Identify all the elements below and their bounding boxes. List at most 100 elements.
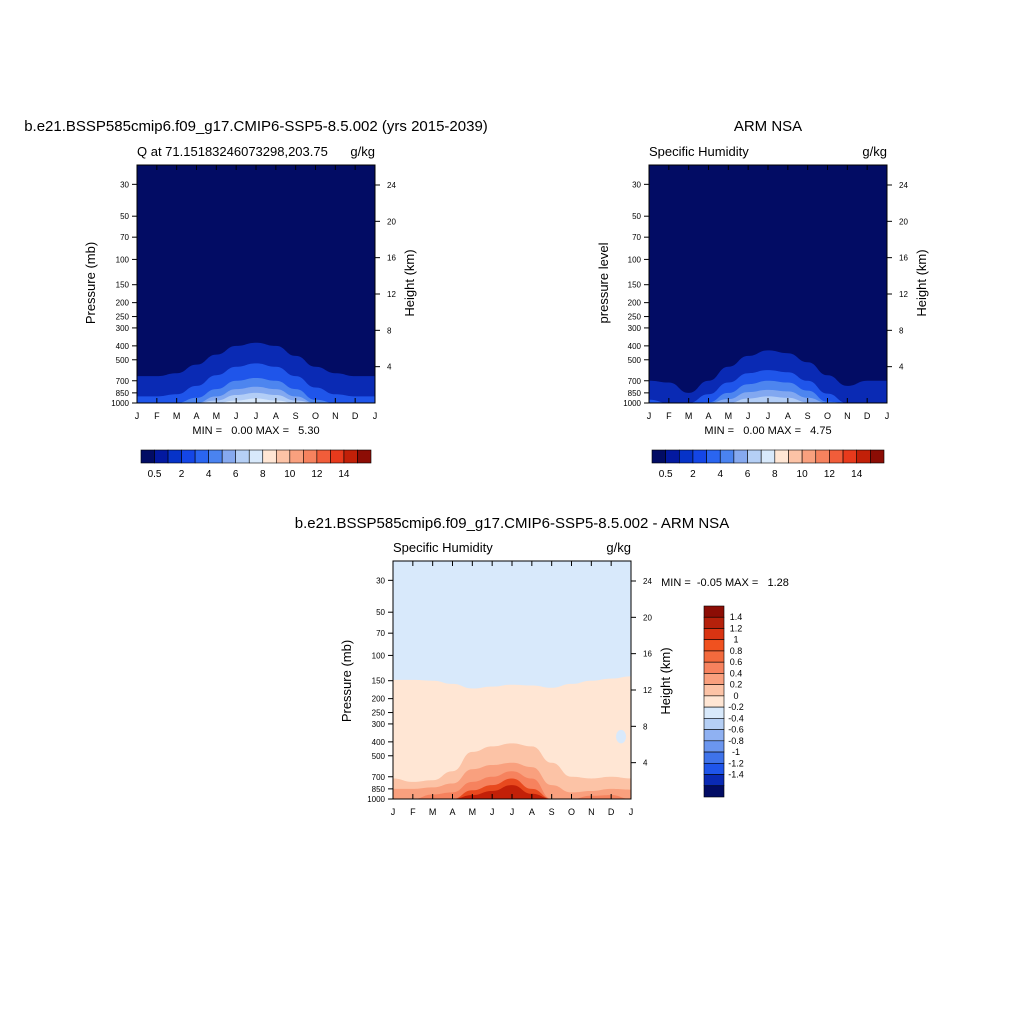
cbar-obs-swatch-3 [692,449,707,464]
plot-model-contour-band-4 [137,392,375,403]
cbar-model-swatch-10 [275,449,291,464]
cbar-diff-swatch-9 [703,706,725,719]
cbar-obs-swatch-0 [651,449,666,464]
panel-model-ylabel: Pressure (mb) [83,242,98,324]
cbar-model-swatch-1 [154,449,169,464]
cbar-model-label-2: 4 [206,469,212,480]
cbar-diff-swatch-10 [703,718,725,730]
plot-obs-xtick-label-4: M [725,411,733,421]
plot-model-ytick-right-label-1: 8 [387,326,392,335]
plot-model-ytick-right-label-0: 4 [387,363,392,372]
cbar-model-swatch-3 [181,449,196,464]
plot-obs-xtick-label-9: O [824,411,831,421]
cbar-diff-swatch-5 [703,661,725,674]
plot-diff-ytick-label-4: 150 [372,677,386,686]
cbar-diff-label-7: 0 [733,691,738,701]
plot-obs-ytick-label-7: 300 [628,324,642,333]
plot-diff-ytick-label-2: 70 [376,629,385,638]
plot-obs-xtick-label-10: N [844,411,851,421]
panel-diff-ylabel-right: Height (km) [658,647,673,714]
plot-diff-ytick-right-label-5: 24 [643,577,652,586]
plot-diff-ytick-label-1: 50 [376,608,385,617]
plot-model-xtick-label-6: J [254,411,259,421]
panel-diff-stats: MIN = -0.05 MAX = 1.28 [661,577,789,589]
cbar-model-label-3: 6 [233,469,239,480]
cbar-model-label-4: 8 [260,469,266,480]
cbar-obs-label-1: 2 [690,469,696,480]
panel-model-right-label: g/kg [350,144,375,159]
plot-obs-xtick-label-0: J [647,411,652,421]
plot-model-ytick-label-9: 500 [116,356,130,365]
plot-diff-contour-band-5 [393,785,631,799]
plot-obs-ytick-label-1: 50 [632,212,641,221]
plot-obs-ytick-label-9: 500 [628,356,642,365]
plot-diff-ytick-label-0: 30 [376,576,385,585]
plot-model-ytick-label-7: 300 [116,324,130,333]
plot-model-ytick-label-10: 700 [116,377,130,386]
plot-diff-ytick-label-11: 850 [372,785,386,794]
plot-model-ytick-label-4: 150 [116,281,130,290]
plot-model-ytick-label-6: 250 [116,313,130,322]
plot-obs-ytick-label-12: 1000 [623,399,641,408]
cbar-obs-label-7: 14 [851,469,863,480]
cbar-diff-label-8: -0.2 [728,702,744,712]
plot-model-xtick-label-9: O [312,411,319,421]
cbar-diff-label-6: 0.2 [730,680,743,690]
cbar-obs-label-0: 0.5 [659,469,673,480]
plot-diff-ytick-label-6: 250 [372,709,386,718]
plot-diff-contour-band-0 [393,676,631,799]
plot-model-xtick-label-1: F [154,411,160,421]
colorbar-model: 0.5 2 4 6 8 10 12 14 [140,449,372,480]
plot-obs-ytick-label-5: 200 [628,299,642,308]
plot-obs-xtick-label-6: J [766,411,771,421]
plot-diff-ytick-right-label-4: 20 [643,613,652,622]
plot-obs-ytick-label-0: 30 [632,180,641,189]
plot-diff-xtick-label-3: A [449,807,455,817]
plot-model-ytick-right-label-5: 24 [387,181,396,190]
cbar-model-label-1: 2 [179,469,185,480]
plot-obs-ytick-label-3: 100 [628,255,642,264]
plot-model-xtick-label-0: J [135,411,140,421]
cbar-model-swatch-6 [221,449,237,464]
cbar-diff-label-9: -0.4 [728,713,744,723]
plot-obs-ytick-label-2: 70 [632,233,641,242]
plot-model-ytick-label-3: 100 [116,255,130,264]
plot-diff: J F M A M J J A S O N D J 30 50 70 100 150 200 250 300 400 500… [367,560,652,817]
plot-model-ytick-label-11: 850 [116,389,130,398]
cbar-diff-swatch-4 [703,650,725,663]
plot-model-ytick-right-label-2: 12 [387,290,396,299]
plot-diff-xtick-label-11: D [608,807,615,817]
colorbar-diff: 1.41.210.80.60.40.20-0.2-0.4-0.6-0.8-1-1… [703,605,744,798]
plot-model-ytick-label-12: 1000 [111,399,129,408]
plot-model-xtick-label-12: J [373,411,378,421]
plot-obs-xtick-label-2: M [685,411,693,421]
plot-diff-xtick-label-1: F [410,807,416,817]
cbar-obs-swatch-2 [678,449,694,464]
plot-diff-ytick-label-3: 100 [372,651,386,660]
cbar-model-swatch-5 [208,449,223,464]
cbar-diff-swatch-8 [703,695,725,708]
plot-model-xtick-label-10: N [332,411,339,421]
cbar-obs-swatch-9 [774,449,789,464]
cbar-model-label-6: 12 [311,469,323,480]
panel-obs-right-label: g/kg [862,144,887,159]
cbar-obs-swatch-10 [788,449,803,464]
plot-obs-xtick-label-1: F [666,411,672,421]
plot-obs-xtick-label-7: A [785,411,791,421]
cbar-model-swatch-0 [140,449,155,464]
cbar-diff-swatch-0 [703,605,725,618]
plot-obs-ytick-right-label-1: 8 [899,326,904,335]
cbar-diff-label-1: 1.2 [730,623,743,633]
cbar-obs-swatch-12 [815,449,830,464]
cbar-diff-swatch-12 [703,740,725,753]
plot-model-ytick-label-2: 70 [120,233,129,242]
cbar-model-swatch-7 [235,449,250,464]
cbar-diff-label-2: 1 [733,635,738,645]
plot-diff-ytick-label-5: 200 [372,695,386,704]
plot-obs-ytick-right-label-0: 4 [899,363,904,372]
plot-diff-ytick-label-8: 400 [372,738,386,747]
plot-obs-xtick-label-12: J [885,411,890,421]
plot-diff-xtick-label-6: J [510,807,515,817]
plot-diff-xtick-label-10: N [588,807,595,817]
